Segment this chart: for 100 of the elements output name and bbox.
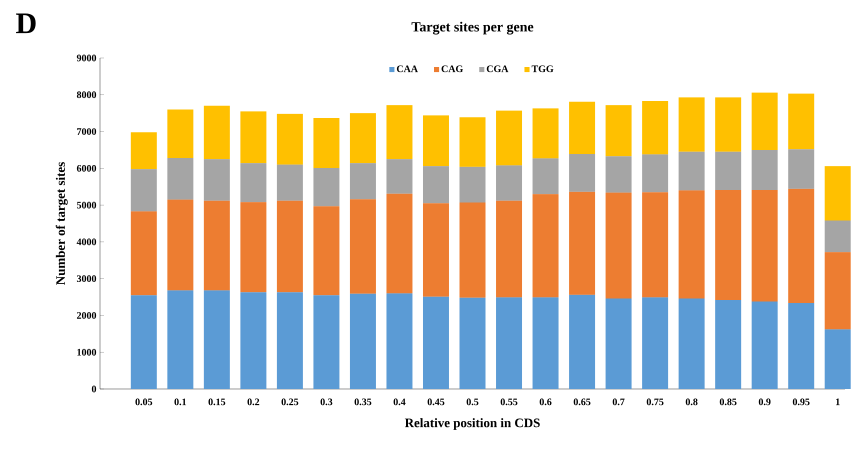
bar <box>130 295 157 389</box>
bar <box>752 301 778 389</box>
bar <box>130 211 157 296</box>
bar <box>313 118 340 168</box>
bar <box>313 168 340 206</box>
bar <box>715 300 742 389</box>
bar <box>276 292 303 389</box>
bar <box>422 296 449 389</box>
bar <box>240 292 266 389</box>
bar <box>532 108 559 158</box>
bar <box>460 202 486 298</box>
x-tick-label: 0.85 <box>720 398 737 406</box>
x-tick-label: 0.8 <box>686 398 698 406</box>
x-tick-label: 0.4 <box>394 398 406 406</box>
bar <box>386 293 412 389</box>
x-tick-label: 0.15 <box>208 398 226 406</box>
y-tick-label: 3000 <box>76 275 96 282</box>
bar <box>496 165 522 201</box>
bar <box>752 190 778 302</box>
bar <box>496 297 522 389</box>
bar <box>752 92 778 150</box>
text: D <box>16 14 36 34</box>
bar <box>167 158 194 200</box>
bar <box>824 329 851 389</box>
bar <box>606 105 632 156</box>
bar <box>460 298 486 389</box>
bar <box>715 190 742 300</box>
bar <box>642 297 668 389</box>
bar <box>824 166 851 221</box>
y-tick-label: 1000 <box>77 348 96 356</box>
bar <box>422 115 449 166</box>
bar <box>167 109 194 158</box>
y-tick-label: 0 <box>92 386 96 392</box>
y-tick-label: 4000 <box>76 238 96 246</box>
legend-label: CAG <box>442 65 463 72</box>
bar <box>642 154 668 192</box>
bar <box>642 101 668 154</box>
y-tick-label: 7000 <box>77 128 96 135</box>
bar <box>204 200 230 290</box>
y-tick-label: 6000 <box>76 164 96 172</box>
bar <box>569 102 596 154</box>
x-tick-label: 0.7 <box>612 398 625 406</box>
x-tick-label: 1 <box>836 398 840 406</box>
y-tick-label: 2000 <box>76 312 96 319</box>
chart-title: Target sites per gene <box>412 22 534 34</box>
bar <box>788 149 814 189</box>
bar <box>350 294 376 389</box>
y-tick-label: 5000 <box>76 202 96 208</box>
bar <box>460 117 486 167</box>
x-tick-label: 0.75 <box>646 398 664 406</box>
bar <box>350 163 376 200</box>
bar <box>715 97 742 152</box>
bar <box>130 132 157 170</box>
bar <box>678 190 705 299</box>
x-tick-label: 0.55 <box>500 398 518 406</box>
x-tick-label: 0.1 <box>174 398 186 406</box>
legend-label: CGA <box>486 65 508 72</box>
bar <box>313 295 340 389</box>
bar <box>496 110 522 166</box>
x-tick-label: 0.2 <box>248 398 260 406</box>
x-tick-label: 0.25 <box>282 398 298 406</box>
x-tick-label: 0.95 <box>792 398 810 406</box>
bar <box>569 294 596 389</box>
bar <box>422 203 449 297</box>
bar <box>496 200 522 298</box>
bar <box>678 97 705 152</box>
bar <box>678 298 705 389</box>
bar <box>204 106 230 160</box>
bar <box>204 159 230 201</box>
x-tick-label: 0.3 <box>320 398 332 406</box>
bar <box>460 166 486 203</box>
bar <box>422 166 449 204</box>
bar <box>167 200 194 290</box>
bar <box>532 297 559 389</box>
bar <box>204 290 230 389</box>
x-tick-label: 0.5 <box>466 398 478 406</box>
bar <box>606 192 632 299</box>
bar <box>788 188 814 303</box>
bar <box>788 94 814 150</box>
y-axis-title: Number of target sites <box>56 162 68 285</box>
x-axis-title: Relative position in CDS <box>404 418 540 430</box>
bar <box>276 164 303 201</box>
bar <box>276 114 303 165</box>
legend-label: CAA <box>396 65 418 72</box>
bar <box>313 206 340 296</box>
bar <box>350 199 376 294</box>
bar <box>606 156 632 193</box>
x-tick-label: 0.9 <box>758 398 771 406</box>
bar <box>386 105 412 160</box>
bar <box>824 252 851 330</box>
bar <box>532 194 559 298</box>
bar <box>386 159 412 194</box>
bar <box>386 194 412 294</box>
bar <box>642 192 668 298</box>
bar <box>276 200 303 292</box>
bar <box>824 220 851 252</box>
bar <box>715 152 742 190</box>
bar <box>532 158 559 194</box>
bar <box>130 169 157 212</box>
bar <box>606 298 632 389</box>
